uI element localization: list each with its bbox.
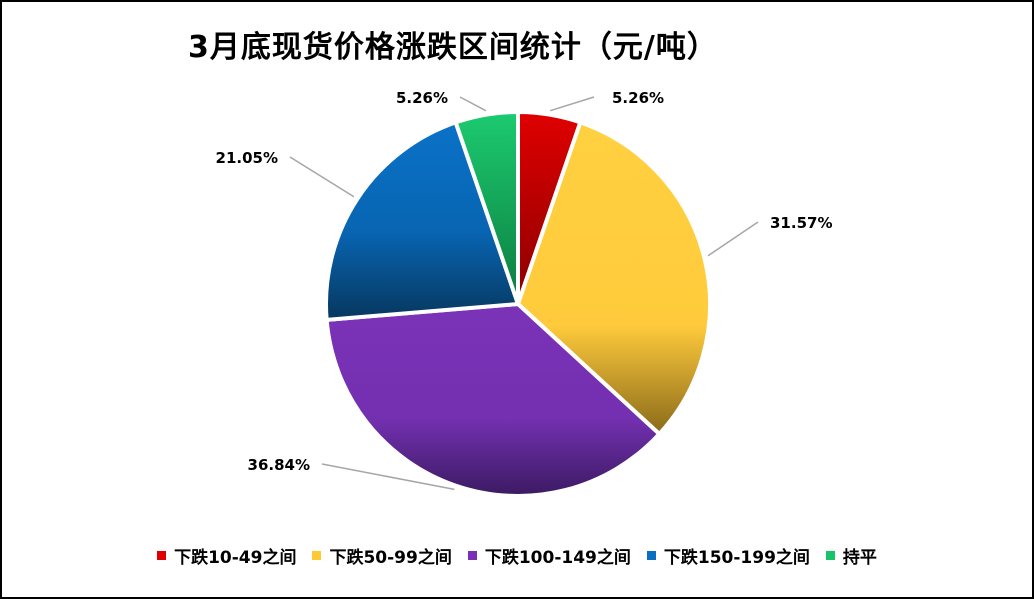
pie-slice <box>516 120 712 436</box>
data-label: 31.57% <box>770 214 832 232</box>
leader-line <box>707 221 759 257</box>
legend-label: 持平 <box>842 548 877 568</box>
leader-line <box>549 96 595 112</box>
legend-swatch <box>646 551 656 560</box>
legend-item: 下跌10-49之间 <box>157 543 296 568</box>
legend-item: 下跌100-149之间 <box>467 543 631 568</box>
legend-item: 持平 <box>825 543 877 568</box>
legend-label: 下跌100-149之间 <box>484 548 631 568</box>
data-label: 21.05% <box>216 149 278 167</box>
pie-slice <box>324 302 662 498</box>
legend-item: 下跌150-199之间 <box>646 543 810 568</box>
legend-item: 下跌50-99之间 <box>312 543 452 568</box>
legend-label: 下跌150-199之间 <box>663 548 810 568</box>
legend-swatch <box>157 551 167 560</box>
legend-swatch <box>467 551 477 560</box>
legend-label: 下跌50-99之间 <box>329 548 452 568</box>
data-label: 5.26% <box>612 89 664 107</box>
leader-line <box>289 156 355 198</box>
leader-line <box>321 463 455 491</box>
legend: 下跌10-49之间 下跌50-99之间 下跌100-149之间 下跌150-19… <box>0 543 1034 568</box>
legend-swatch <box>312 551 322 560</box>
chart-title: 3月底现货价格涨跌区间统计（元/吨） <box>188 30 718 65</box>
pie-slice <box>453 110 520 306</box>
legend-label: 下跌10-49之间 <box>174 548 297 568</box>
data-label: 36.84% <box>248 456 310 474</box>
legend-swatch <box>825 551 835 560</box>
pie-chart: 5.26% 31.57% 36.84% 21.05% 5.26% <box>216 89 832 498</box>
leader-line <box>459 96 487 112</box>
pie-slice <box>324 120 520 322</box>
data-label: 5.26% <box>396 89 448 107</box>
